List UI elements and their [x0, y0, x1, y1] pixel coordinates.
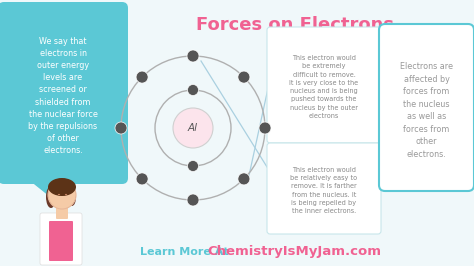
- FancyBboxPatch shape: [40, 213, 82, 265]
- Circle shape: [173, 108, 213, 148]
- Circle shape: [238, 71, 250, 83]
- Circle shape: [115, 122, 127, 134]
- FancyBboxPatch shape: [267, 27, 381, 143]
- Text: This electron would
be extremely
difficult to remove.
It is very close to the
nu: This electron would be extremely difficu…: [290, 55, 358, 119]
- FancyBboxPatch shape: [0, 2, 128, 184]
- Ellipse shape: [48, 178, 76, 196]
- Text: Learn More At: Learn More At: [140, 247, 233, 257]
- Text: We say that
electrons in
outer energy
levels are
screened or
shielded from
the n: We say that electrons in outer energy le…: [28, 37, 98, 155]
- Polygon shape: [30, 180, 72, 200]
- FancyBboxPatch shape: [379, 24, 474, 191]
- FancyBboxPatch shape: [56, 204, 68, 219]
- FancyBboxPatch shape: [49, 221, 73, 261]
- FancyBboxPatch shape: [267, 143, 381, 234]
- Circle shape: [259, 122, 271, 134]
- Text: Electrons are
affected by
forces from
the nucleus
as well as
forces from
other
e: Electrons are affected by forces from th…: [400, 62, 453, 159]
- Text: Forces on Electrons: Forces on Electrons: [196, 16, 394, 34]
- Circle shape: [188, 160, 199, 172]
- Circle shape: [187, 194, 199, 206]
- Text: This electron would
be relatively easy to
remove. It is farther
from the nucleus: This electron would be relatively easy t…: [291, 167, 357, 214]
- Circle shape: [136, 173, 148, 185]
- Text: Al: Al: [188, 123, 198, 133]
- Ellipse shape: [68, 188, 76, 206]
- Text: ChemistryIsMyJam.com: ChemistryIsMyJam.com: [207, 246, 381, 259]
- Ellipse shape: [46, 186, 56, 208]
- Circle shape: [136, 71, 148, 83]
- Circle shape: [188, 85, 199, 95]
- Circle shape: [187, 50, 199, 62]
- Circle shape: [48, 181, 76, 209]
- Circle shape: [238, 173, 250, 185]
